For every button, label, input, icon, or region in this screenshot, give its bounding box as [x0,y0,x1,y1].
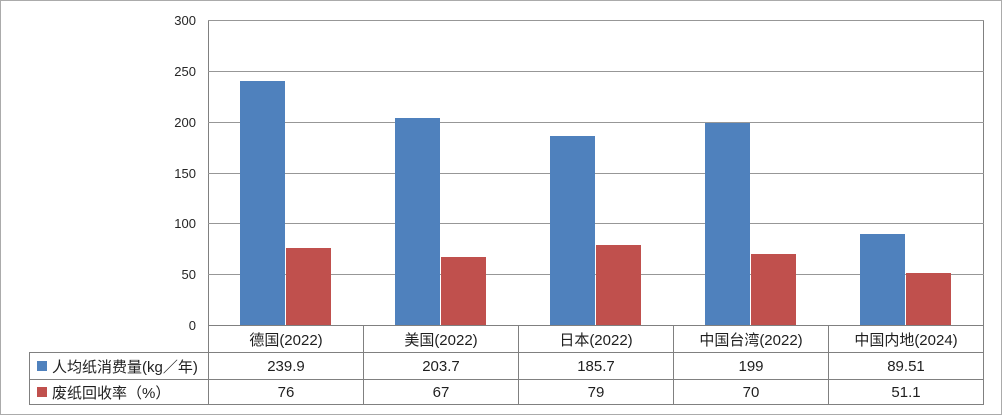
bar-series1-cat4 [705,122,750,325]
value-cell: 199 [673,353,828,379]
value-cell-label: 239.9 [267,357,305,375]
value-cell: 70 [673,380,828,404]
bar-series2-cat5 [906,273,951,325]
bar-series1-cat1 [240,81,285,325]
legend-label: 人均纸消费量(kg／年) [52,358,198,376]
y-axis-tick-label: 0 [188,318,196,333]
value-cell-label: 79 [587,383,605,401]
category-cell: 中国内地(2024) [828,326,983,352]
category-cell: 美国(2022) [363,326,518,352]
gridline [208,71,984,72]
category-cell-label: 德国(2022) [249,331,323,349]
gridline [208,173,984,174]
value-cell-label: 203.7 [422,357,460,375]
gridline [208,223,984,224]
value-cell-label: 89.51 [887,357,925,375]
legend-key-cell: 人均纸消费量(kg／年) [29,353,208,379]
table-series-row: 废纸回收率（%） 76 67 79 70 51.1 [29,379,984,405]
value-cell: 239.9 [208,353,363,379]
category-cell: 中国台湾(2022) [673,326,828,352]
value-cell-label: 199 [738,357,764,375]
table-series-row: 人均纸消费量(kg／年) 239.9 203.7 185.7 199 89.51 [29,352,984,379]
category-cell: 德国(2022) [208,326,363,352]
value-cell-label: 76 [277,383,295,401]
category-cell-label: 日本(2022) [559,331,633,349]
value-cell-label: 67 [432,383,450,401]
legend-swatch-series1 [37,361,47,371]
value-cell: 76 [208,380,363,404]
value-cell-label: 51.1 [891,383,921,401]
bar-series1-cat2 [395,117,440,325]
bar-series1-cat3 [550,136,595,325]
category-cell: 日本(2022) [518,326,673,352]
bar-series1-cat5 [860,234,905,325]
y-axis-tick-label: 50 [181,267,196,282]
gridline [208,122,984,123]
gridline [208,20,984,21]
y-axis-tick-label: 100 [174,216,196,231]
value-cell: 89.51 [828,353,983,379]
bar-series2-cat3 [596,244,641,325]
legend-swatch-series2 [37,387,47,397]
value-cell-label: 70 [742,383,760,401]
category-cell-label: 中国内地(2024) [854,331,958,349]
value-cell: 67 [363,380,518,404]
y-axis-tick-label: 250 [174,64,196,79]
table-category-row: 德国(2022) 美国(2022) 日本(2022) 中国台湾(2022) 中国内地(2… [208,325,984,352]
bar-series2-cat4 [751,253,796,325]
y-axis-tick-label: 150 [174,166,196,181]
plot-area [208,20,984,325]
bar-series2-cat1 [286,247,331,325]
value-cell-label: 185.7 [577,357,615,375]
category-cell-label: 中国台湾(2022) [699,331,803,349]
y-axis-tick-label: 200 [174,115,196,130]
value-cell: 51.1 [828,380,983,404]
value-cell: 79 [518,380,673,404]
category-cell-label: 美国(2022) [404,331,478,349]
legend-label: 废纸回收率（%） [52,384,171,402]
value-cell: 185.7 [518,353,673,379]
y-axis-tick-label: 300 [174,13,196,28]
bar-series2-cat2 [441,256,486,325]
legend-key-cell: 废纸回收率（%） [29,380,208,404]
value-cell: 203.7 [363,353,518,379]
